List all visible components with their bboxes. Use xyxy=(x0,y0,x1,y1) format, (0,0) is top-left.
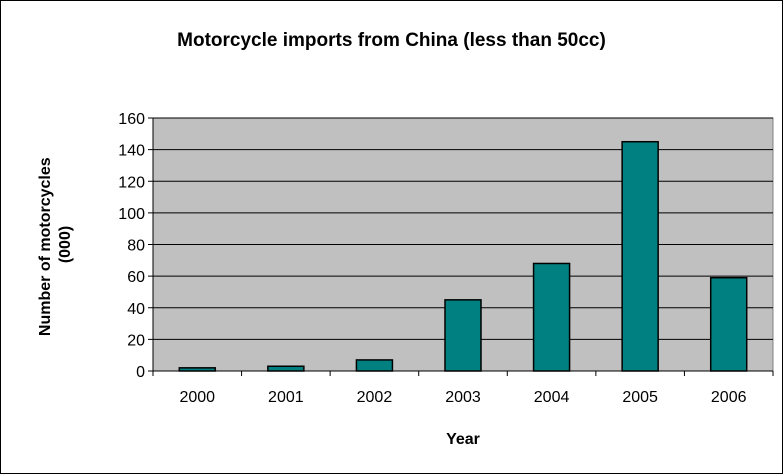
y-tick-label: 0 xyxy=(136,364,145,381)
y-axis-title-line: Number of motorcycles xyxy=(37,157,54,336)
y-tick-label: 160 xyxy=(118,111,145,128)
y-tick-labels: 0 20 40 60 80 100 120 140 160 xyxy=(118,111,145,381)
y-tick-label: 20 xyxy=(127,332,145,349)
x-tick-label: 2005 xyxy=(622,389,658,406)
y-axis-title-line: (000) xyxy=(57,226,74,263)
bar-2005 xyxy=(621,140,659,372)
axes xyxy=(148,117,774,376)
chart-title: Motorcycle imports from China (less than… xyxy=(177,30,606,51)
bar-2006 xyxy=(709,276,748,372)
x-tick-label: 2001 xyxy=(268,389,304,406)
gridlines xyxy=(153,117,773,340)
bar-2003 xyxy=(444,299,482,372)
y-tick-label: 140 xyxy=(118,143,145,160)
x-tick-label: 2002 xyxy=(357,389,393,406)
y-tick-label: 60 xyxy=(127,269,145,286)
bar-2002 xyxy=(355,359,394,372)
y-tick-label: 40 xyxy=(127,301,145,318)
y-tick-label: 100 xyxy=(118,206,145,223)
x-tick-label: 2000 xyxy=(179,389,215,406)
y-tick-label: 120 xyxy=(118,174,145,191)
x-tick-label: 2006 xyxy=(711,389,747,406)
y-tick-label: 80 xyxy=(127,238,145,255)
x-tick-label: 2004 xyxy=(534,389,570,406)
y-axis-title: Number of motorcycles (000) xyxy=(37,153,74,336)
x-tick-label: 2003 xyxy=(445,389,481,406)
bar-2001 xyxy=(267,365,305,372)
x-tick-labels: 2000 2001 2002 2003 2004 2005 2006 xyxy=(179,389,746,406)
bars xyxy=(178,140,748,372)
bar-2004 xyxy=(532,262,571,372)
x-axis-title: Year xyxy=(446,431,480,448)
